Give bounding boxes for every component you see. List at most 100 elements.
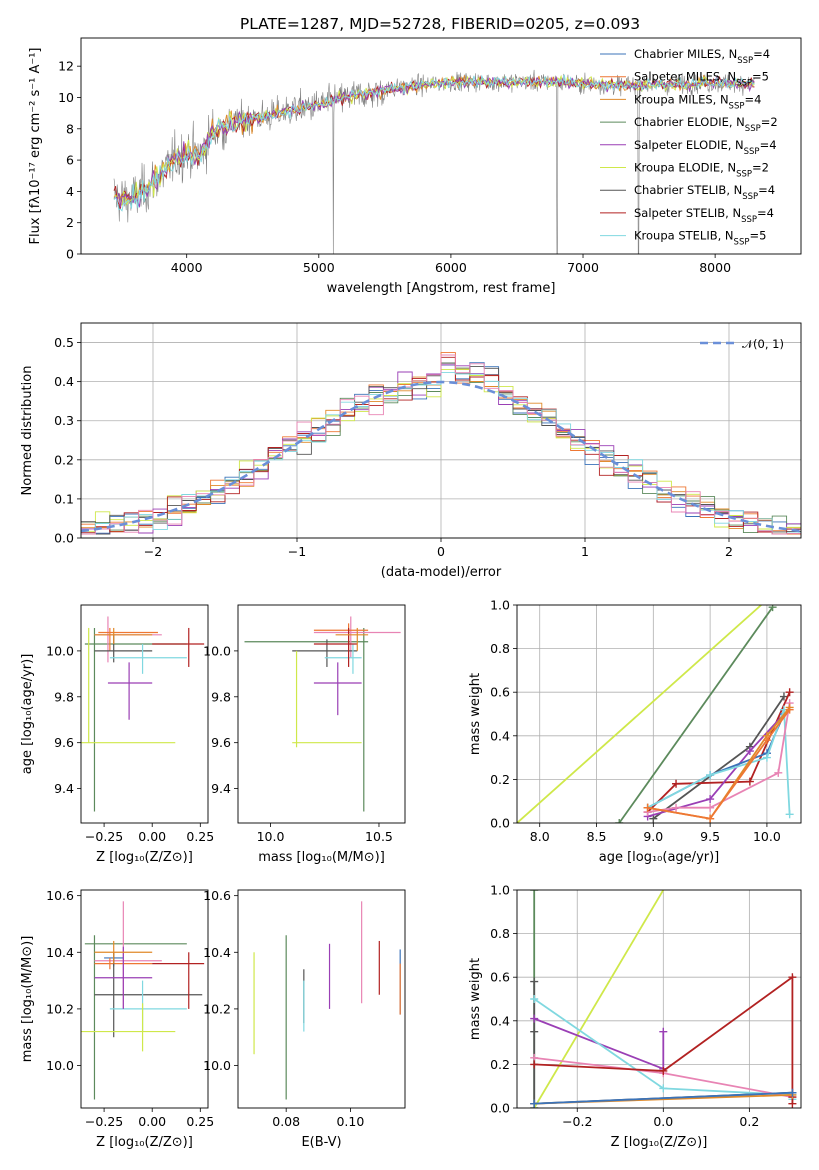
series-marker <box>530 977 539 986</box>
x-tick-label: 0.0 <box>653 1114 673 1129</box>
x-tick-label: 0.25 <box>186 829 214 844</box>
y-tick-label: 9.8 <box>211 689 231 704</box>
legend-entry-label: Salpeter MILES, NSSP=5 <box>634 70 769 89</box>
series-marker <box>659 1027 668 1036</box>
series-marker <box>706 795 715 804</box>
series-marker <box>774 768 783 777</box>
series-line <box>647 706 791 820</box>
y-tick-label: 10.0 <box>46 1058 74 1073</box>
series-group <box>517 605 794 823</box>
x-tick-label: 0.00 <box>138 829 166 844</box>
series-marker <box>745 777 754 786</box>
legend: Chabrier MILES, NSSP=4 Salpeter MILES, NS… <box>600 47 778 248</box>
y-tick-label: 0.4 <box>490 728 510 743</box>
panel-mw_vs_Z: −0.2 0.0 0.2 0.0 0.2 0.4 0.6 0.8 1.0 Z [log₁₀(Z/Z… <box>468 883 802 1150</box>
x-axis-label: E(B-V) <box>301 1135 341 1150</box>
axes-frame <box>80 322 802 539</box>
y-tick-label: 10.0 <box>203 1058 231 1073</box>
x-axis-label: wavelength [Angstrom, rest frame] <box>327 281 556 296</box>
y-tick-label: 0.6 <box>490 970 510 985</box>
series-marker <box>530 1099 539 1108</box>
figure-title: PLATE=1287, MJD=52728, FIBERID=0205, z=0… <box>240 15 640 33</box>
y-tick-label: 1.0 <box>490 883 510 898</box>
legend-entry-label: Chabrier STELIB, NSSP=4 <box>634 183 775 202</box>
y-tick-label: 10.0 <box>46 643 74 658</box>
series-marker <box>788 973 797 982</box>
y-tick-label: 0.2 <box>490 772 510 787</box>
chart-layer: 4000 5000 6000 7000 8000024681012wavelength … <box>20 37 802 1150</box>
x-tick-label: 10.0 <box>257 829 285 844</box>
x-tick-label: −1 <box>288 544 306 559</box>
y-tick-label: 10.2 <box>203 1001 231 1016</box>
panel-residuals: −2 −1 0 1 2 0.0 0.1 0.2 0.3 0.4 0.5 (data-model)/er… <box>20 322 802 580</box>
plot-area <box>253 901 401 1100</box>
series-marker <box>530 995 539 1003</box>
x-tick-label: 1 <box>581 544 589 559</box>
y-tick-label: 10.6 <box>203 888 231 903</box>
y-tick-label: 0.2 <box>490 1057 510 1072</box>
x-axis-label: Z [log₁₀(Z/Z⊙)] <box>96 1135 193 1150</box>
y-tick-label: 9.8 <box>54 689 74 704</box>
legend-entry-label: Chabrier ELODIE, NSSP=2 <box>634 115 778 134</box>
y-tick-label: 1.0 <box>490 598 510 613</box>
series-marker <box>788 1099 797 1108</box>
series-line <box>618 606 774 823</box>
legend-entry-label: Kroupa ELODIE, NSSP=2 <box>634 161 769 180</box>
plot-area <box>81 901 205 1100</box>
x-tick-label: 5000 <box>303 260 335 275</box>
x-tick-label: 9.5 <box>700 829 720 844</box>
series-marker <box>530 1060 539 1069</box>
histogram-series <box>81 371 801 535</box>
series-marker <box>785 705 794 714</box>
x-axis-label: (data-model)/error <box>381 565 502 580</box>
series-marker <box>659 1066 668 1075</box>
series-marker <box>785 688 794 697</box>
y-tick-label: 0.8 <box>490 926 510 941</box>
y-tick-label: 0.5 <box>54 335 74 350</box>
x-tick-label: 0.10 <box>336 1114 364 1129</box>
series-line <box>647 713 785 818</box>
series-marker <box>745 747 754 756</box>
plot-area <box>517 605 794 823</box>
axes-frame <box>80 37 802 255</box>
plot-area <box>113 69 755 255</box>
y-tick-label: 0 <box>66 247 74 262</box>
y-axis-label: Normed distribution <box>20 366 35 496</box>
series-marker <box>706 771 715 780</box>
series-marker <box>785 810 794 819</box>
series-marker <box>672 803 681 812</box>
y-tick-label: 0.0 <box>54 531 74 546</box>
x-tick-label: 0.25 <box>186 1114 214 1129</box>
series-marker <box>788 1088 797 1097</box>
y-tick-label: 9.4 <box>211 781 231 796</box>
series-marker <box>706 803 715 812</box>
series-marker <box>649 814 658 823</box>
y-tick-label: 0.4 <box>54 374 74 389</box>
panel-age_vs_Z: −0.25 0.00 0.25 9.4 9.6 9.8 10.0 Z [log₁₀(Z/Z⊙)… <box>20 604 214 865</box>
legend-entry-label: Salpeter ELODIE, NSSP=4 <box>634 138 777 157</box>
y-tick-label: 10.6 <box>46 888 74 903</box>
x-tick-label: 10.5 <box>365 829 393 844</box>
series-marker <box>659 1084 668 1093</box>
axes-frame <box>80 604 209 824</box>
series-marker <box>762 736 771 745</box>
series-marker <box>530 890 539 894</box>
y-tick-label: 0.4 <box>490 1013 510 1028</box>
panel-mass_vs_ebv: 0.08 0.10 10.0 10.2 10.4 10.6 E(B-V) <box>203 888 406 1150</box>
x-tick-label: 0.08 <box>272 1114 300 1129</box>
series-marker <box>779 692 788 701</box>
y-tick-label: 10.4 <box>46 945 74 960</box>
x-tick-label: −0.25 <box>85 829 123 844</box>
axes-frame <box>237 889 406 1109</box>
x-tick-label: 10.0 <box>753 829 781 844</box>
x-tick-label: −2 <box>144 544 162 559</box>
y-tick-label: 0.1 <box>54 491 74 506</box>
y-tick-label: 0.3 <box>54 413 74 428</box>
y-tick-label: 0.0 <box>490 816 510 831</box>
x-tick-label: 0 <box>437 544 445 559</box>
y-axis-label: mass weight <box>468 673 483 755</box>
y-tick-label: 0.2 <box>54 452 74 467</box>
panel-mw_vs_age: 8.0 8.5 9.0 9.5 10.0 0.0 0.2 0.4 0.6 0.8 1.0 age [l… <box>468 598 802 865</box>
legend-entry-label: 𝒩(0, 1) <box>742 337 784 351</box>
